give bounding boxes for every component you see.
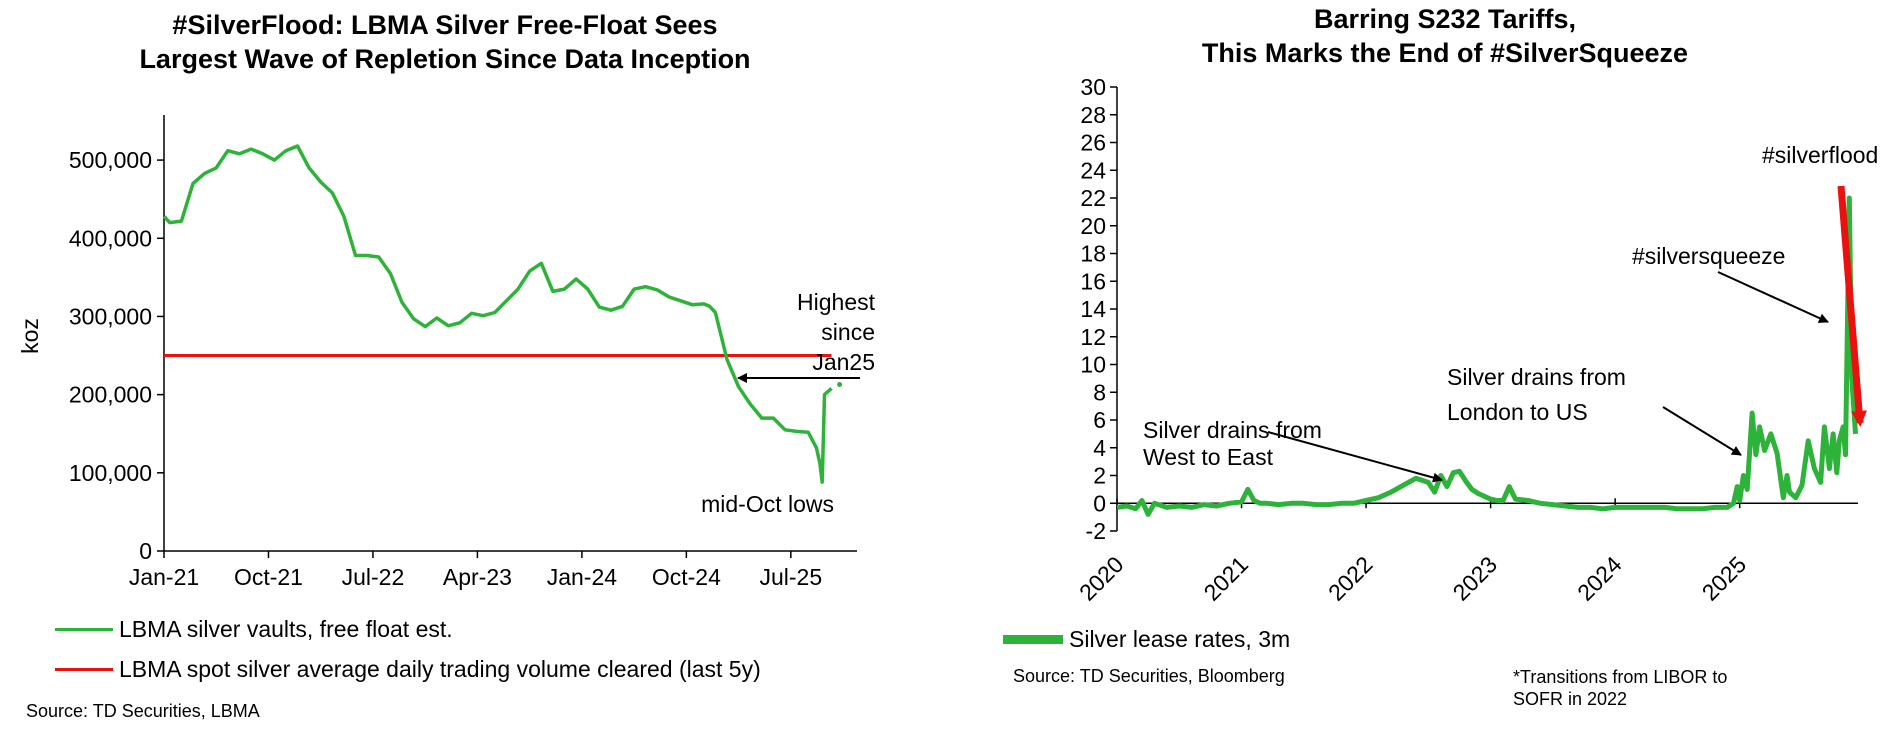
west-east-arrow bbox=[1267, 431, 1443, 483]
right-y-tick-label: 4 bbox=[1093, 435, 1106, 461]
silverflood-arrow bbox=[1837, 185, 1868, 427]
right-y-tick-label: 22 bbox=[1080, 185, 1106, 211]
legend-label-lease: Silver lease rates, 3m bbox=[1069, 626, 1291, 652]
legend-label-volume: LBMA spot silver average daily trading v… bbox=[119, 656, 761, 682]
left-source: Source: TD Securities, LBMA bbox=[26, 701, 260, 721]
left-legend-entry-vaults: LBMA silver vaults, free float est. bbox=[55, 616, 453, 643]
right-y-tick-label: 24 bbox=[1080, 157, 1106, 183]
right-y-tick-label: 14 bbox=[1080, 296, 1106, 322]
london-us-line-2: London to US bbox=[1447, 399, 1588, 425]
left-y-tick-label: 300,000 bbox=[69, 303, 152, 329]
mid-oct-lows-label: mid-Oct lows bbox=[701, 491, 834, 517]
left-y-tick-label: 100,000 bbox=[69, 460, 152, 486]
highest-since-line-2: since bbox=[821, 319, 875, 345]
london-us-arrow bbox=[1662, 406, 1742, 456]
right-y-tick-label: 20 bbox=[1080, 213, 1106, 239]
right-x-tick-label: 2024 bbox=[1572, 551, 1627, 606]
left-title-line-2: Largest Wave of Repletion Since Data Inc… bbox=[139, 44, 751, 74]
left-x-tick-label: Apr-23 bbox=[443, 564, 512, 590]
right-y-tick-label: 30 bbox=[1080, 74, 1106, 100]
left-x-tick-label: Oct-21 bbox=[234, 564, 303, 590]
green-thick-swatch bbox=[1003, 635, 1063, 644]
left-x-tick-label: Jan-21 bbox=[129, 564, 199, 590]
left-x-tick-label: Jul-25 bbox=[760, 564, 823, 590]
right-x-tick-label: 2023 bbox=[1448, 551, 1503, 606]
london-us-line-1: Silver drains from bbox=[1447, 364, 1626, 390]
right-y-tick-label: 12 bbox=[1080, 324, 1106, 350]
silversqueeze-label: #silversqueeze bbox=[1632, 243, 1785, 269]
right-title-line-1: Barring S232 Tariffs, bbox=[1313, 4, 1577, 34]
right-y-tick-label: 18 bbox=[1080, 241, 1106, 267]
left-x-tick-label: Jan-24 bbox=[547, 564, 618, 590]
left-series-last-point bbox=[837, 381, 843, 387]
highest-since-line-3: Jan25 bbox=[812, 349, 875, 375]
right-y-tick-label: 28 bbox=[1080, 102, 1106, 128]
right-x-tick-label: 2025 bbox=[1697, 551, 1752, 606]
right-chart-title: Barring S232 Tariffs, This Marks the End… bbox=[1010, 2, 1880, 70]
libor-note: *Transitions from LIBOR to SOFR in 2022 bbox=[1513, 666, 1727, 710]
silversqueeze-arrow bbox=[1717, 271, 1829, 323]
right-source: Source: TD Securities, Bloomberg bbox=[1013, 666, 1285, 686]
left-chart-title: #SilverFlood: LBMA Silver Free-Float See… bbox=[0, 8, 890, 76]
red-line-swatch bbox=[55, 668, 113, 671]
left-x-tick-label: Oct-24 bbox=[652, 564, 721, 590]
left-y-tick-label: 200,000 bbox=[69, 382, 152, 408]
left-x-tick-label: Jul-22 bbox=[342, 564, 405, 590]
right-title-line-2: This Marks the End of #SilverSqueeze bbox=[1201, 38, 1689, 68]
right-x-tick-label: 2020 bbox=[1074, 551, 1129, 606]
right-x-tick-label: 2021 bbox=[1199, 551, 1254, 606]
right-x-tick-label: 2022 bbox=[1323, 551, 1378, 606]
right-series-lease-rate-line bbox=[1116, 195, 1858, 517]
left-legend-entry-volume: LBMA spot silver average daily trading v… bbox=[55, 656, 761, 683]
right-y-tick-label: 26 bbox=[1080, 130, 1106, 156]
left-chart-plot: 0 100,000 200,000 300,000 400,000 500,000 koz J… bbox=[17, 115, 857, 590]
right-legend-entry-lease: Silver lease rates, 3m bbox=[1003, 626, 1290, 653]
left-y-tick-label: 400,000 bbox=[69, 225, 152, 251]
right-y-tick-label: 6 bbox=[1093, 407, 1106, 433]
libor-note-line-2: SOFR in 2022 bbox=[1513, 689, 1628, 709]
libor-note-line-1: *Transitions from LIBOR to bbox=[1513, 667, 1728, 687]
silverflood-label: #silverflood bbox=[1762, 142, 1878, 168]
left-y-axis-title: koz bbox=[17, 318, 43, 354]
right-y-tick-label: 0 bbox=[1093, 490, 1106, 516]
highest-since-line-1: Highest bbox=[797, 289, 876, 315]
right-y-tick-label: 2 bbox=[1093, 463, 1106, 489]
left-y-tick-label: 500,000 bbox=[69, 147, 152, 173]
right-y-tick-label: 16 bbox=[1080, 268, 1106, 294]
right-y-tick-label: 8 bbox=[1093, 379, 1106, 405]
west-east-line-2: West to East bbox=[1143, 444, 1274, 470]
left-title-line-1: #SilverFlood: LBMA Silver Free-Float See… bbox=[172, 10, 718, 40]
legend-label-vaults: LBMA silver vaults, free float est. bbox=[119, 616, 453, 642]
green-line-swatch bbox=[55, 628, 113, 631]
left-y-tick-label: 0 bbox=[139, 538, 152, 564]
right-y-tick-label: 10 bbox=[1080, 352, 1106, 378]
left-series-free-float-line bbox=[162, 144, 833, 484]
right-y-tick-label: -2 bbox=[1086, 518, 1106, 544]
